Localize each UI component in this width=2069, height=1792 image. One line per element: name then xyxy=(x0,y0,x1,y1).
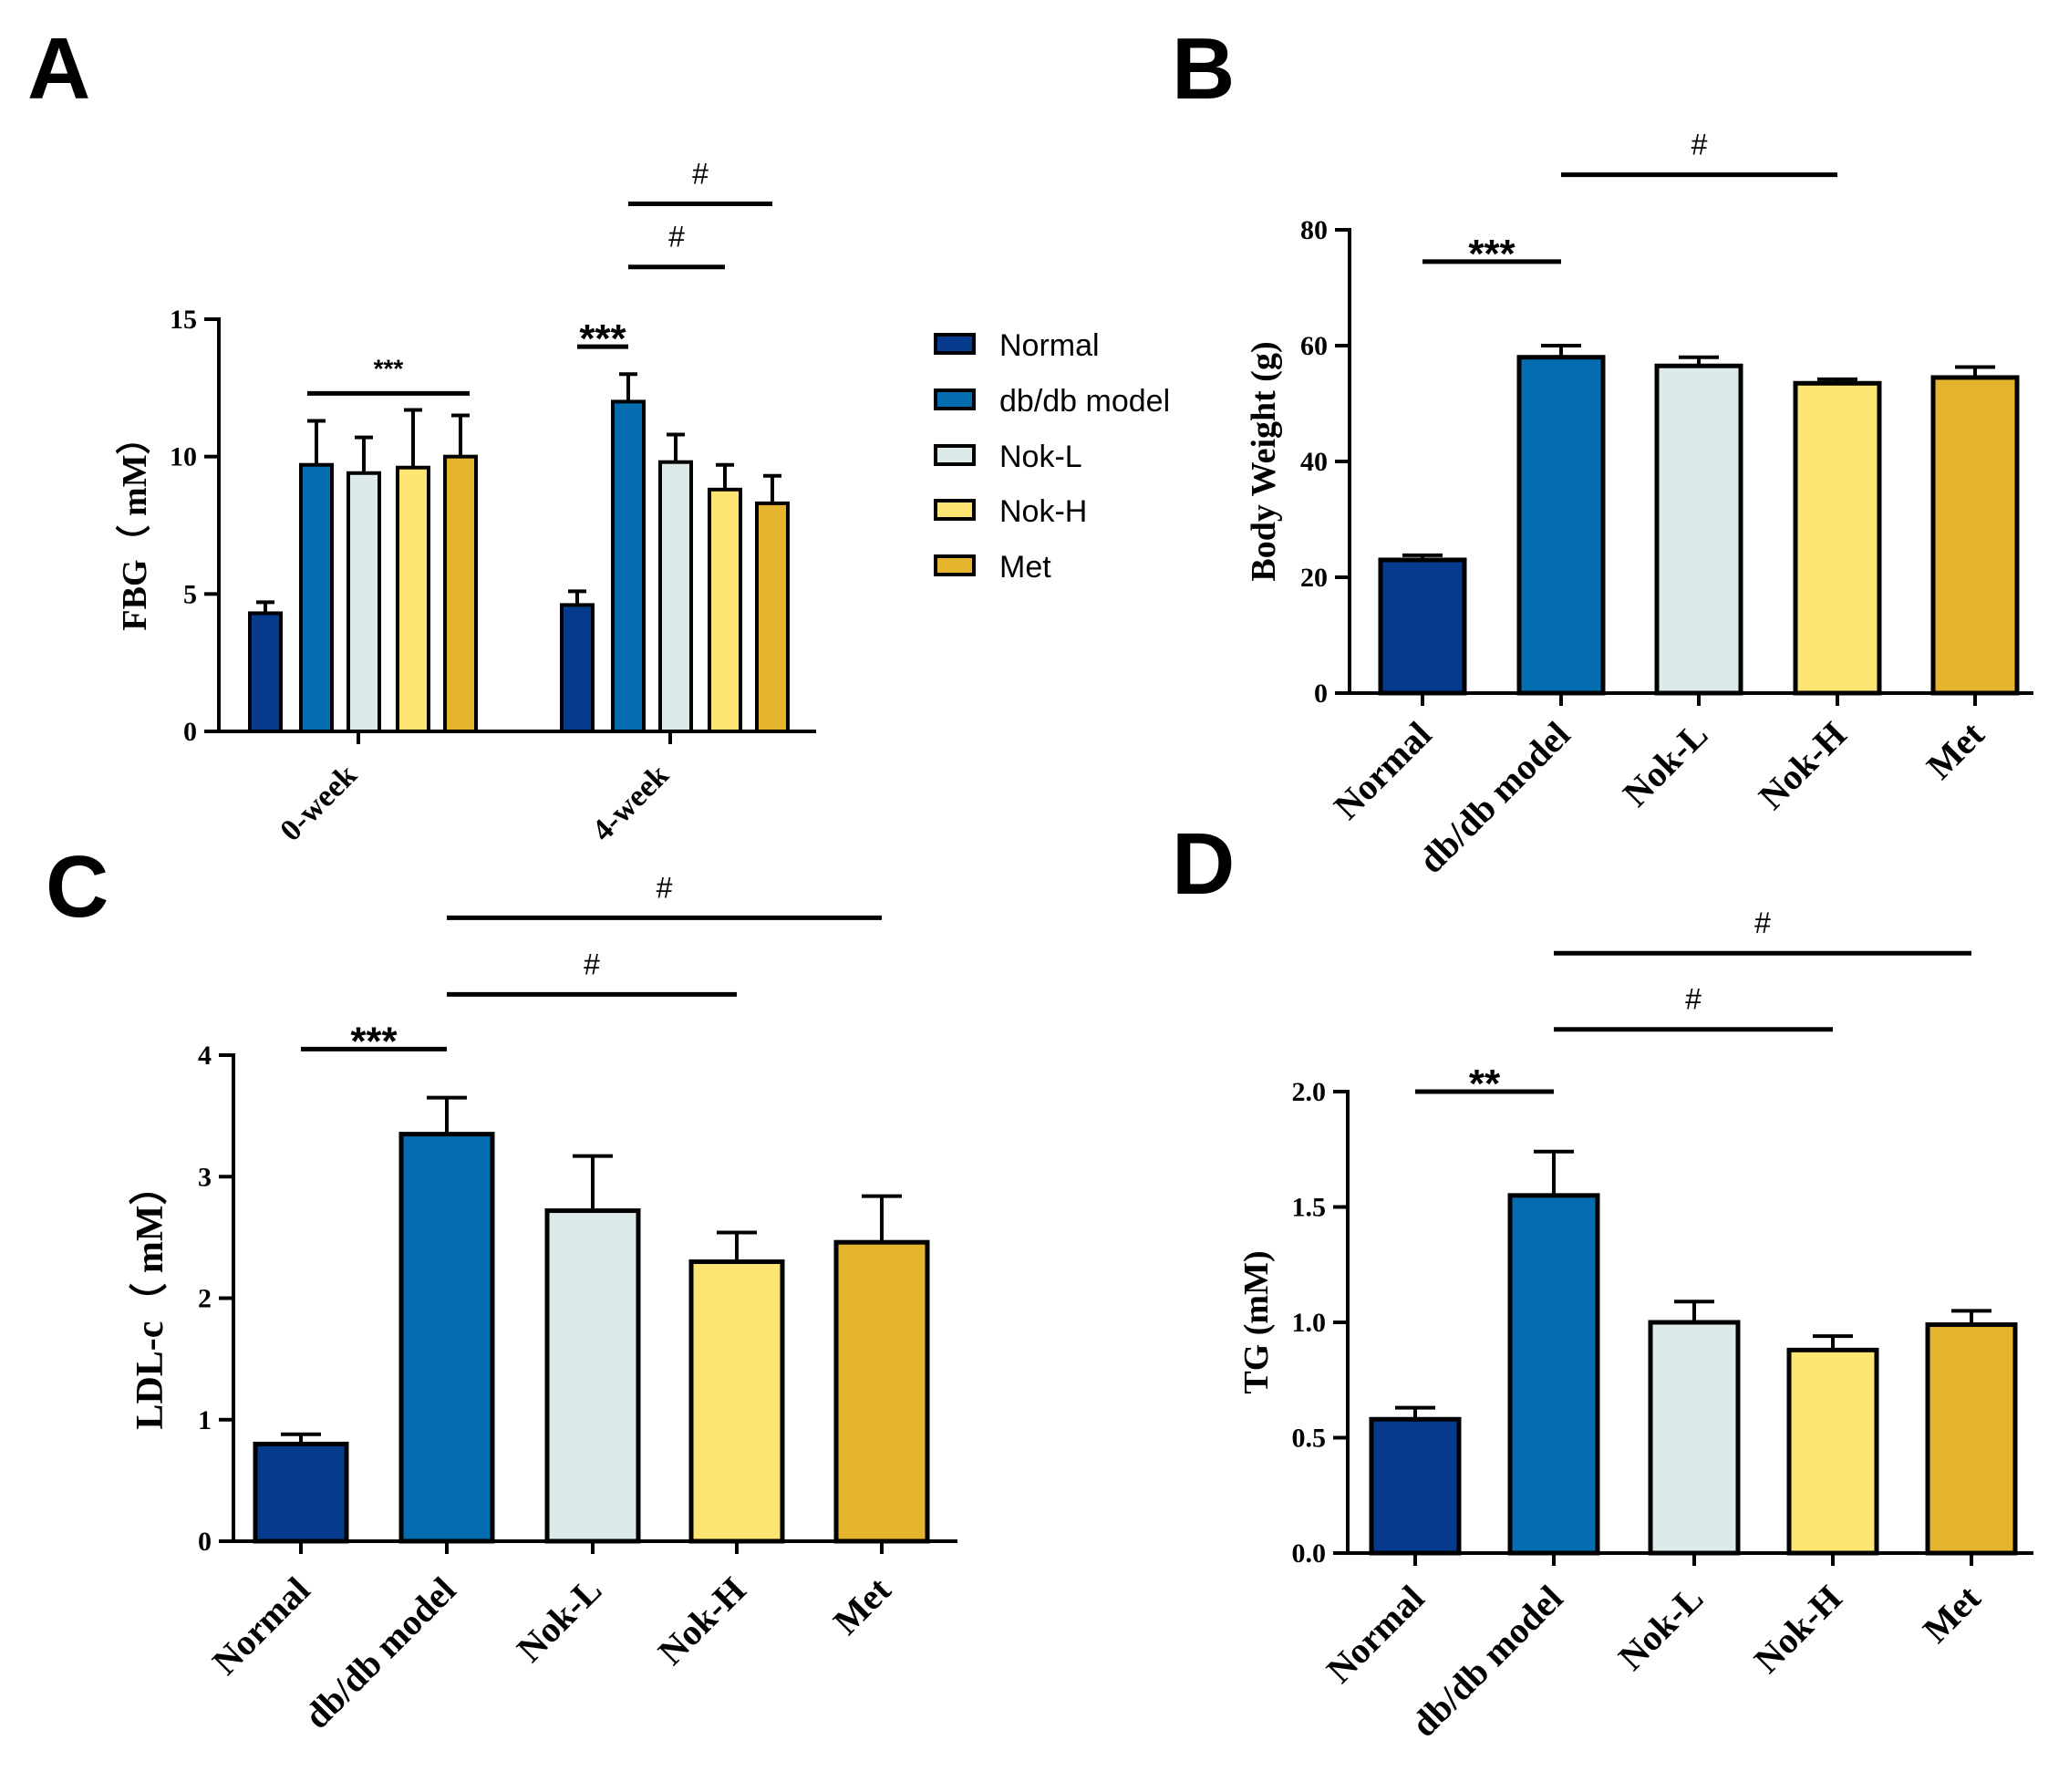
bar-d-nok-h xyxy=(1786,1347,1879,1556)
bar-c-met xyxy=(833,1239,930,1544)
chart-a-fbg: 0 5 10 15 FBG（ mM） 0-week 4-week *** *** ## xyxy=(116,157,816,848)
significance-label-a: *** xyxy=(374,354,404,382)
bar-a-4-week-db-db-model xyxy=(611,399,646,733)
legend-swatch-db-db-model xyxy=(934,388,976,410)
y-tick-label-b: 20 xyxy=(1300,563,1328,593)
y-tick-label-d: 0.5 xyxy=(1292,1424,1327,1454)
legend-label-db-db-model: db/db model xyxy=(999,384,1170,419)
y-tick-label-d: 2.0 xyxy=(1292,1077,1327,1107)
bar-a-0-week-normal xyxy=(248,611,283,734)
y-tick-label-a: 10 xyxy=(170,442,197,472)
y-tick-label-b: 80 xyxy=(1300,215,1328,245)
bar-b-db-db-model xyxy=(1516,355,1606,696)
x-tick-label-b: Met xyxy=(1919,713,1992,787)
legend-label-nok-l: Nok-L xyxy=(999,440,1082,474)
x-tick-label-b: Normal xyxy=(1326,714,1440,828)
significance-label-a: # xyxy=(668,221,685,254)
legend-label-normal: Normal xyxy=(999,328,1100,363)
y-axis-label-d: TG (mM) xyxy=(1237,1250,1276,1393)
y-tick-label-b: 60 xyxy=(1300,331,1328,361)
x-tick-label-a: 0-week xyxy=(274,758,363,847)
bar-c-normal xyxy=(253,1441,349,1544)
bar-d-nok-l xyxy=(1648,1320,1741,1556)
y-axis-label-a: FBG（ mM） xyxy=(116,420,154,630)
bar-b-nok-h xyxy=(1793,380,1882,696)
bar-c-nok-l xyxy=(544,1208,641,1544)
x-tick-label-d: Nok-H xyxy=(1746,1578,1850,1682)
bar-a-4-week-met xyxy=(755,501,790,733)
bar-a-0-week-nok-l xyxy=(347,471,381,733)
bar-b-normal xyxy=(1378,557,1467,696)
significance-label-a: *** xyxy=(579,316,626,361)
legend-label-nok-h: Nok-H xyxy=(999,494,1087,529)
y-tick-label-d: 1.0 xyxy=(1292,1308,1327,1338)
y-tick-label-d: 0.0 xyxy=(1292,1538,1327,1569)
bar-c-nok-h xyxy=(688,1259,785,1544)
y-tick-label-a: 5 xyxy=(183,579,197,609)
bar-c-db-db-model xyxy=(398,1132,495,1544)
bar-a-0-week-met xyxy=(443,454,478,733)
y-tick-label-d: 1.5 xyxy=(1292,1193,1327,1223)
x-tick-label-a: 4-week xyxy=(585,758,675,847)
y-axis-label-c: LDL-c（ mM） xyxy=(129,1166,171,1429)
bar-a-0-week-nok-h xyxy=(396,465,430,733)
bar-d-met xyxy=(1925,1322,2018,1556)
significance-label-a: # xyxy=(692,157,709,190)
y-tick-label-c: 1 xyxy=(198,1405,212,1435)
legend-swatch-met xyxy=(934,554,976,576)
x-tick-label-d: db/db model xyxy=(1403,1578,1571,1745)
bar-a-4-week-nok-l xyxy=(658,460,693,733)
y-tick-label-c: 2 xyxy=(198,1284,212,1314)
y-tick-label-b: 40 xyxy=(1300,447,1328,477)
legend-swatch-nok-l xyxy=(934,444,976,466)
significance-label-d: # xyxy=(1685,983,1702,1016)
bar-b-nok-l xyxy=(1654,363,1743,696)
legend-label-met: Met xyxy=(999,550,1051,585)
x-tick-label-c: Normal xyxy=(204,1569,318,1683)
legend-swatch-normal xyxy=(934,333,976,355)
legend-swatch-nok-h xyxy=(934,499,976,521)
x-tick-label-c: Nok-L xyxy=(509,1569,609,1670)
x-tick-label-c: Nok-H xyxy=(650,1569,754,1673)
bar-a-0-week-db-db-model xyxy=(299,462,334,733)
panel-letter-a: A xyxy=(27,20,90,118)
bar-a-4-week-normal xyxy=(560,603,595,733)
legend: Normal db/db model Nok-L Nok-H Met xyxy=(934,328,1170,585)
x-tick-label-d: Normal xyxy=(1319,1578,1433,1692)
x-tick-label-c: db/db model xyxy=(296,1569,464,1737)
panel-letter-c: C xyxy=(46,838,109,936)
significance-label-b: # xyxy=(1691,129,1708,161)
y-axis-label-b: Body Weight (g) xyxy=(1245,341,1283,581)
x-tick-label-b: db/db model xyxy=(1411,714,1578,882)
x-tick-label-d: Nok-L xyxy=(1610,1578,1711,1678)
x-tick-label-b: Nok-L xyxy=(1615,714,1715,814)
significance-label-b: *** xyxy=(1468,232,1516,276)
bar-b-met xyxy=(1930,375,2020,696)
bar-a-4-week-nok-h xyxy=(708,487,742,733)
y-tick-label-a: 0 xyxy=(183,717,197,747)
y-tick-label-b: 0 xyxy=(1314,678,1328,709)
y-tick-label-c: 4 xyxy=(198,1041,212,1071)
panel-letter-b: B xyxy=(1172,20,1235,118)
x-tick-label-b: Nok-H xyxy=(1751,714,1855,818)
panel-letter-d: D xyxy=(1172,815,1235,913)
y-tick-label-c: 3 xyxy=(198,1162,212,1192)
significance-label-d: # xyxy=(1754,906,1771,939)
x-tick-label-c: Met xyxy=(825,1569,899,1642)
bar-d-normal xyxy=(1369,1416,1462,1556)
significance-label-d: ** xyxy=(1469,1062,1501,1106)
x-tick-label-d: Met xyxy=(1915,1577,1989,1651)
significance-label-c: # xyxy=(657,871,673,904)
bar-d-db-db-model xyxy=(1507,1193,1600,1556)
significance-label-c: # xyxy=(584,948,600,980)
y-tick-label-a: 15 xyxy=(170,305,197,335)
significance-label-c: *** xyxy=(350,1019,398,1063)
y-tick-label-c: 0 xyxy=(198,1527,212,1557)
